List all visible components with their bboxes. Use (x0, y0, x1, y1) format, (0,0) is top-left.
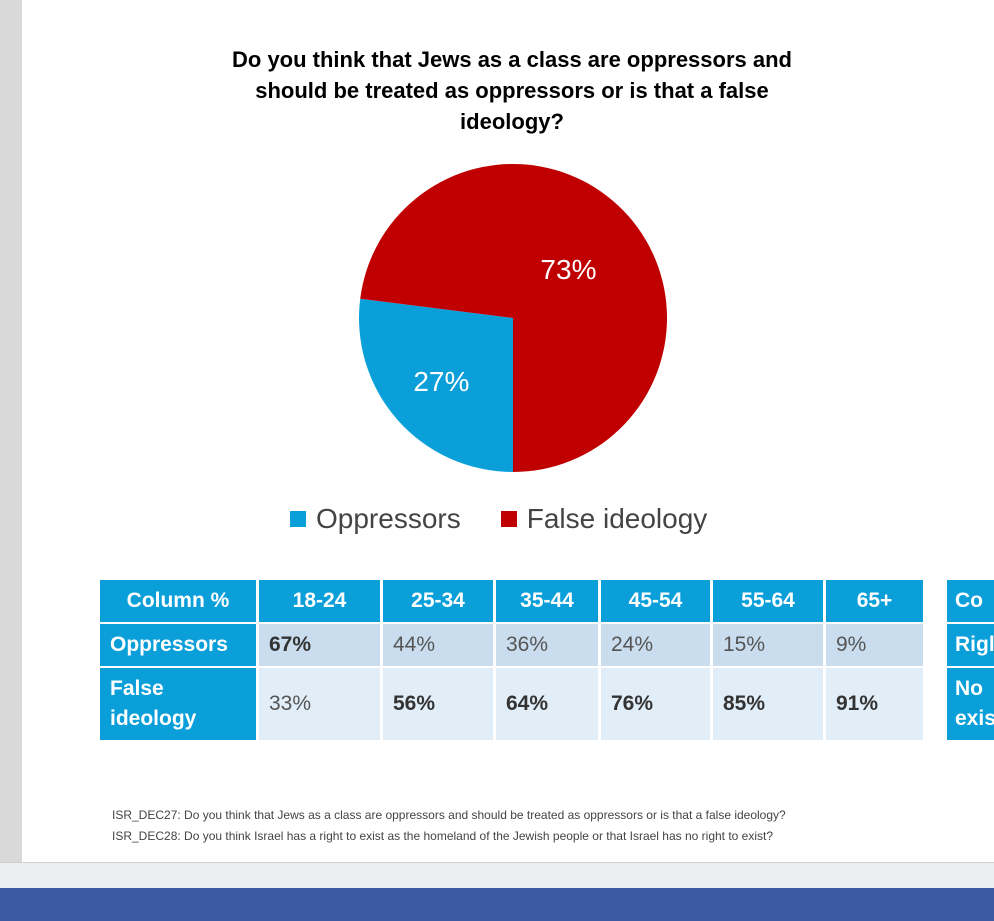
partial-row-label: Rigl (947, 624, 994, 666)
pie-slice-false-ideology (360, 163, 667, 472)
bottom-strip (0, 862, 994, 889)
table-cell: 24% (601, 624, 710, 666)
table-header-cell: 55-64 (713, 580, 823, 622)
table-cell: 64% (496, 668, 598, 740)
table-header-cell: 35-44 (496, 580, 598, 622)
table-cell: 85% (713, 668, 823, 740)
table-cell: 44% (383, 624, 493, 666)
table-cell: 9% (826, 624, 923, 666)
pie-label-false-ideology: 73% (540, 254, 596, 285)
legend-swatch-oppressors (290, 511, 306, 527)
footnote-2: ISR_DEC28: Do you think Israel has a rig… (112, 829, 774, 843)
table-cell: 36% (496, 624, 598, 666)
table-header-cell: Column % (100, 580, 256, 622)
age-breakdown-table: Column % 18-24 25-34 35-44 45-54 55-64 6… (97, 578, 926, 742)
legend-item-false-ideology: False ideology (500, 503, 708, 535)
row-label: Oppressors (100, 624, 256, 666)
taskbar (0, 888, 994, 921)
table-row-oppressors: Oppressors 67% 44% 36% 24% 15% 9% (100, 624, 923, 666)
footnote-1: ISR_DEC27: Do you think that Jews as a c… (112, 808, 786, 822)
chart-title: Do you think that Jews as a class are op… (232, 47, 792, 134)
partial-header-cell: Co (947, 580, 994, 622)
pie-label-oppressors: 27% (413, 366, 469, 397)
table-cell: 67% (259, 624, 380, 666)
table-header-cell: 45-54 (601, 580, 710, 622)
legend-label-false-ideology: False ideology (526, 503, 708, 534)
table-header-cell: 25-34 (383, 580, 493, 622)
table-cell: 33% (259, 668, 380, 740)
table-header-cell: 18-24 (259, 580, 380, 622)
table-cell: 76% (601, 668, 710, 740)
partial-row-label: No exis (947, 668, 994, 740)
row-label: False ideology (100, 668, 256, 740)
partial-second-table: Co Rigl No exis (944, 578, 994, 742)
chart-legend: Oppressors False ideology (290, 503, 707, 535)
left-scroll-edge (0, 0, 22, 862)
pie-slice-oppressors (359, 298, 513, 472)
table-row-false-ideology: False ideology 33% 56% 64% 76% 85% 91% (100, 668, 923, 740)
table-cell: 56% (383, 668, 493, 740)
table-header-cell: 65+ (826, 580, 923, 622)
table-header-row: Column % 18-24 25-34 35-44 45-54 55-64 6… (100, 580, 923, 622)
legend-item-oppressors: Oppressors (290, 503, 461, 535)
legend-swatch-false-ideology (500, 511, 517, 527)
table-cell: 15% (713, 624, 823, 666)
table-cell: 91% (826, 668, 923, 740)
legend-label-oppressors: Oppressors (316, 503, 461, 534)
